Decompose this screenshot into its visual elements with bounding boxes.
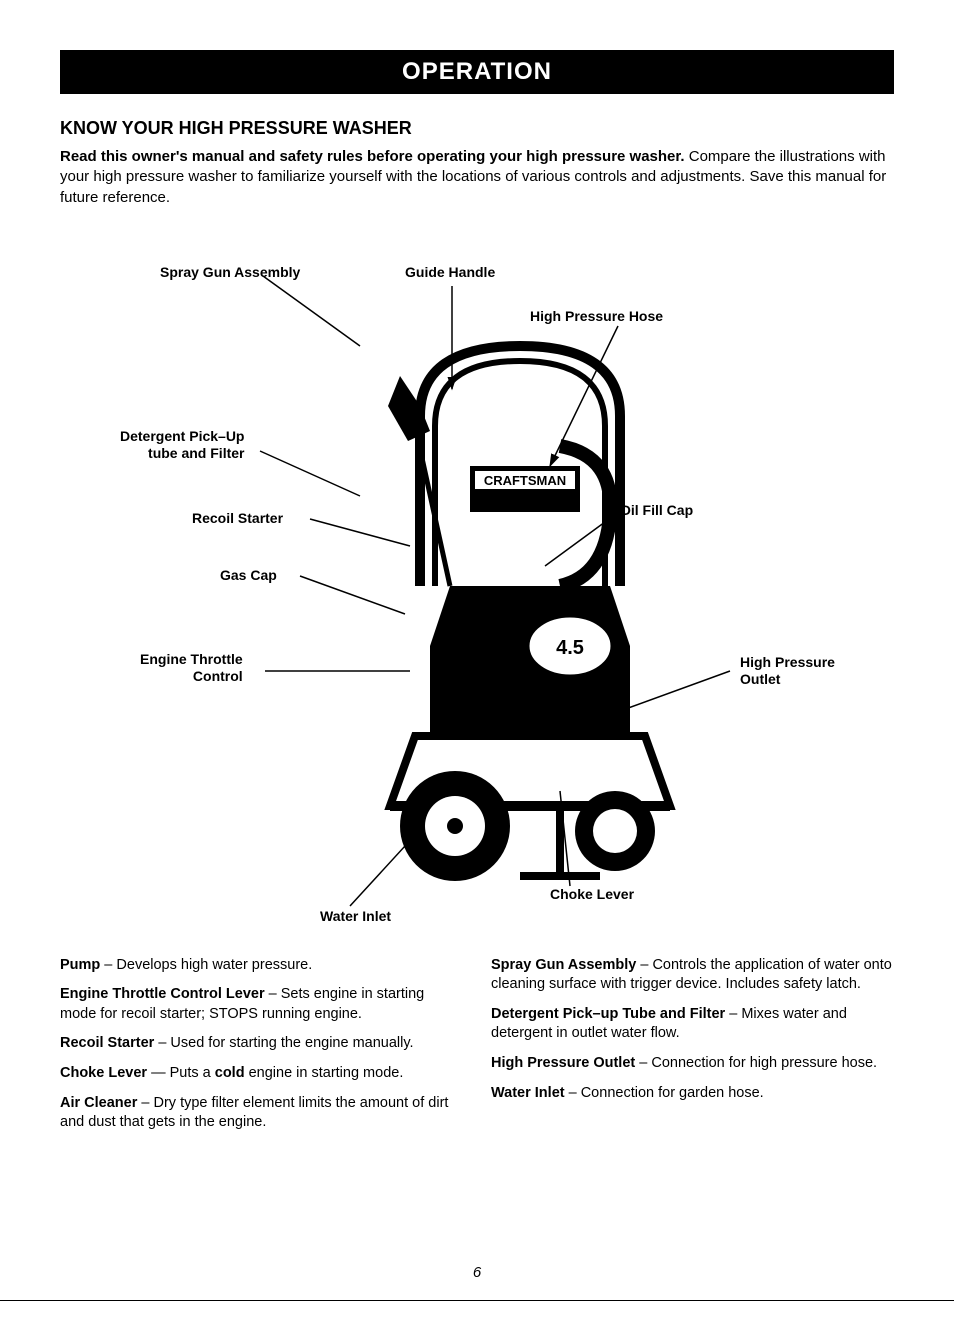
section-title: KNOW YOUR HIGH PRESSURE WASHER [60, 118, 894, 139]
label-detergent: Detergent Pick–Uptube and Filter [120, 428, 244, 462]
page-number: 6 [473, 1264, 481, 1281]
banner-title: OPERATION [60, 50, 894, 94]
def-hp-outlet: High Pressure Outlet – Connection for hi… [491, 1054, 894, 1074]
label-oil-cap: Oil Fill Cap [620, 502, 693, 519]
definitions-left: Pump – Develops high water pressure. Eng… [60, 956, 463, 1143]
def-spray-gun: Spray Gun Assembly – Controls the applic… [491, 956, 894, 995]
label-water-inlet: Water Inlet [320, 908, 391, 925]
intro-paragraph: Read this owner's manual and safety rule… [60, 147, 894, 208]
label-choke: Choke Lever [550, 886, 634, 903]
svg-text:4.5: 4.5 [556, 637, 584, 659]
label-hp-hose: High Pressure Hose [530, 308, 663, 325]
def-throttle: Engine Throttle Control Lever – Sets eng… [60, 985, 463, 1024]
def-detergent: Detergent Pick–up Tube and Filter – Mixe… [491, 1005, 894, 1044]
label-gas-cap: Gas Cap [220, 567, 277, 584]
def-pump: Pump – Develops high water pressure. [60, 956, 463, 976]
def-choke: Choke Lever — Puts a cold engine in star… [60, 1064, 463, 1084]
machine-illustration: CRAFTSMAN 4.5 [360, 336, 700, 896]
label-guide-handle: Guide Handle [405, 264, 495, 281]
definitions-right: Spray Gun Assembly – Controls the applic… [491, 956, 894, 1143]
label-throttle: Engine ThrottleControl [140, 651, 243, 685]
def-recoil: Recoil Starter – Used for starting the e… [60, 1034, 463, 1054]
definitions: Pump – Develops high water pressure. Eng… [60, 956, 894, 1143]
diagram: CRAFTSMAN 4.5 Spray Gun Assembly Guide H… [60, 236, 894, 936]
def-air-cleaner: Air Cleaner – Dry type filter element li… [60, 1094, 463, 1133]
intro-bold: Read this owner's manual and safety rule… [60, 148, 685, 165]
def-water-inlet: Water Inlet – Connection for garden hose… [491, 1084, 894, 1104]
label-hp-outlet: High PressureOutlet [740, 654, 835, 688]
label-spray-gun: Spray Gun Assembly [160, 264, 300, 281]
label-recoil: Recoil Starter [192, 510, 283, 527]
svg-text:CRAFTSMAN: CRAFTSMAN [484, 473, 566, 488]
footer-rule [0, 1300, 954, 1301]
